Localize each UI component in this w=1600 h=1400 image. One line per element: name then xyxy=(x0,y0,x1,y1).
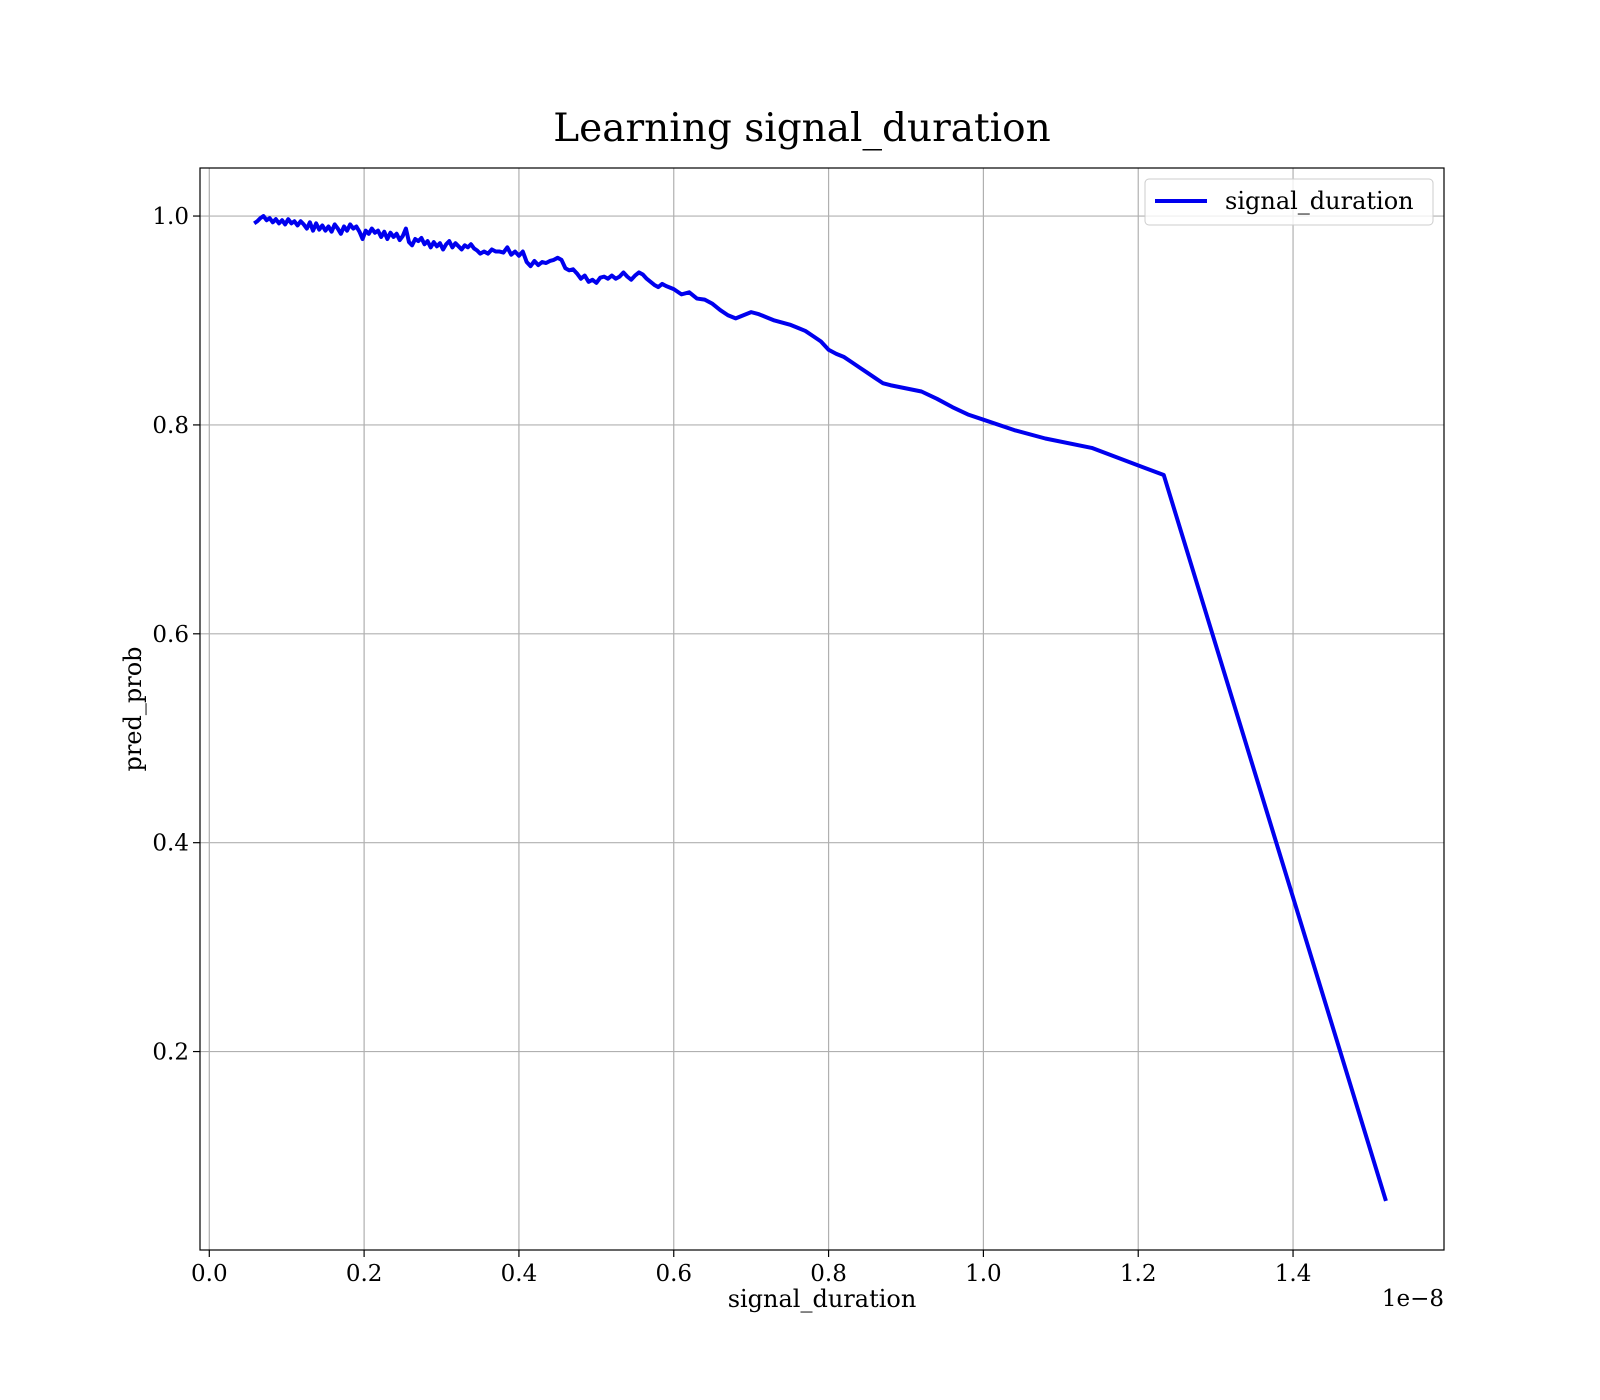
grid-lines xyxy=(200,168,1444,1250)
y-tick-label: 0.4 xyxy=(152,831,189,857)
series-line-signal-duration xyxy=(253,214,1388,1202)
x-axis-offset-text: 1e−8 xyxy=(1382,1286,1444,1312)
y-tick-label: 0.2 xyxy=(152,1040,189,1066)
x-tick-label: 0.0 xyxy=(191,1261,228,1287)
plot-frame xyxy=(199,167,1445,1251)
x-tick-label: 1.4 xyxy=(1275,1261,1312,1287)
x-tick-label: 1.0 xyxy=(965,1261,1002,1287)
chart-title: Learning signal_duration xyxy=(553,106,1050,151)
y-axis-label: pred_prob xyxy=(119,646,147,771)
x-axis-label: signal_duration xyxy=(728,1285,917,1313)
y-tick-label: 1.0 xyxy=(152,204,189,230)
legend: signal_duration xyxy=(1144,178,1434,226)
x-tick-label: 0.8 xyxy=(810,1261,847,1287)
x-tick-label: 0.6 xyxy=(655,1261,692,1287)
y-tick-label: 0.6 xyxy=(152,622,189,648)
x-axis-ticks: 0.0 0.2 0.4 0.6 0.8 1.0 1.2 1.4 xyxy=(191,1250,1311,1287)
legend-label-signal-duration: signal_duration xyxy=(1225,187,1414,215)
legend-box xyxy=(1144,178,1434,226)
x-tick-label: 0.4 xyxy=(501,1261,538,1287)
x-tick-label: 0.2 xyxy=(346,1261,383,1287)
series-layer xyxy=(253,214,1388,1202)
x-tick-label: 1.2 xyxy=(1120,1261,1157,1287)
y-tick-label: 0.8 xyxy=(152,413,189,439)
y-axis-ticks: 0.2 0.4 0.6 0.8 1.0 xyxy=(152,204,200,1066)
